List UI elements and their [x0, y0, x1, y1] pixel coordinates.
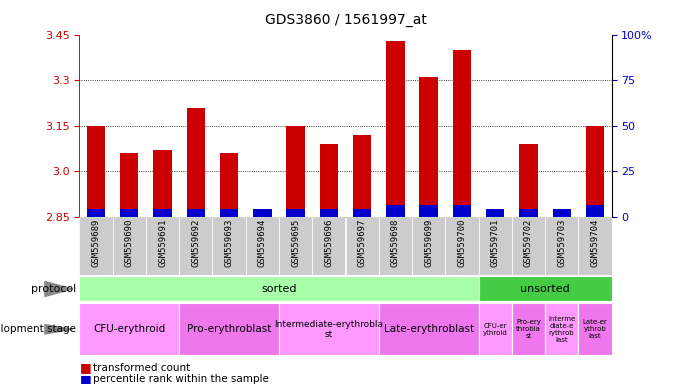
Text: development stage: development stage [0, 324, 76, 334]
Bar [545, 217, 578, 275]
Bar [578, 217, 612, 275]
Bar [312, 217, 346, 275]
Bar [120, 209, 138, 217]
Bar [478, 217, 512, 275]
Text: GSM559702: GSM559702 [524, 219, 533, 267]
Bar [553, 209, 571, 217]
Bar [113, 217, 146, 275]
Bar [586, 205, 604, 217]
Bar [586, 126, 604, 217]
Text: ■: ■ [79, 361, 91, 374]
Bar [220, 209, 238, 217]
Bar [146, 217, 179, 275]
Bar [212, 217, 246, 275]
Text: GSM559703: GSM559703 [557, 219, 566, 267]
Text: GSM559689: GSM559689 [92, 219, 101, 267]
Text: GSM559698: GSM559698 [391, 219, 400, 267]
Bar [379, 217, 412, 275]
Bar [79, 276, 478, 301]
Bar [187, 209, 205, 217]
Bar [486, 209, 504, 217]
Bar [179, 217, 212, 275]
Text: ■: ■ [79, 373, 91, 384]
Bar [320, 144, 338, 217]
Text: GSM559692: GSM559692 [191, 219, 200, 267]
Bar [346, 217, 379, 275]
Bar [386, 205, 404, 217]
Text: Pro-ery
throbla
st: Pro-ery throbla st [516, 319, 541, 339]
Text: GSM559704: GSM559704 [590, 219, 599, 267]
Text: GSM559695: GSM559695 [291, 219, 300, 267]
Text: GSM559690: GSM559690 [125, 219, 134, 267]
Text: percentile rank within the sample: percentile rank within the sample [93, 374, 269, 384]
Text: Late-erythroblast: Late-erythroblast [384, 324, 474, 334]
Bar [478, 276, 612, 301]
Bar [279, 217, 312, 275]
Text: GSM559696: GSM559696 [324, 219, 333, 267]
Text: GSM559691: GSM559691 [158, 219, 167, 267]
Text: GSM559694: GSM559694 [258, 219, 267, 267]
Bar [253, 209, 272, 217]
Bar [246, 217, 279, 275]
Text: protocol: protocol [31, 284, 76, 294]
Text: sorted: sorted [261, 284, 296, 294]
Text: GSM559697: GSM559697 [358, 219, 367, 267]
Bar [320, 209, 338, 217]
Bar [445, 217, 478, 275]
Text: CFU-erythroid: CFU-erythroid [93, 324, 165, 334]
Text: Late-er
ythrob
last: Late-er ythrob last [583, 319, 607, 339]
Bar [187, 108, 205, 217]
Text: GSM559693: GSM559693 [225, 219, 234, 267]
Bar [120, 153, 138, 217]
Bar [353, 135, 371, 217]
Bar [553, 209, 571, 217]
Bar [287, 126, 305, 217]
Bar [512, 303, 545, 355]
Text: Pro-erythroblast: Pro-erythroblast [187, 324, 272, 334]
Text: transformed count: transformed count [93, 363, 191, 373]
Bar [353, 209, 371, 217]
Bar [287, 209, 305, 217]
Bar [79, 217, 113, 275]
Bar [519, 144, 538, 217]
Bar [412, 217, 445, 275]
Text: GSM559700: GSM559700 [457, 219, 466, 267]
Bar [153, 150, 172, 217]
Bar [578, 303, 612, 355]
Bar [419, 205, 438, 217]
Bar [253, 209, 272, 217]
Polygon shape [45, 324, 73, 334]
Bar [87, 209, 105, 217]
Bar [486, 209, 504, 217]
Bar [519, 209, 538, 217]
Text: GSM559699: GSM559699 [424, 219, 433, 267]
Polygon shape [45, 281, 73, 296]
Bar [512, 217, 545, 275]
Text: GSM559701: GSM559701 [491, 219, 500, 267]
Text: unsorted: unsorted [520, 284, 570, 294]
Bar [179, 303, 279, 355]
Text: GDS3860 / 1561997_at: GDS3860 / 1561997_at [265, 13, 426, 27]
Text: Intermediate-erythrobla
st: Intermediate-erythrobla st [274, 319, 384, 339]
Bar [419, 77, 438, 217]
Bar [453, 50, 471, 217]
Bar [153, 209, 172, 217]
Bar [545, 303, 578, 355]
Bar [478, 303, 512, 355]
Bar [279, 303, 379, 355]
Bar [220, 153, 238, 217]
Bar [379, 303, 478, 355]
Bar [79, 303, 179, 355]
Bar [453, 205, 471, 217]
Text: Interme
diate-e
rythrob
last: Interme diate-e rythrob last [548, 316, 576, 343]
Bar [386, 41, 404, 217]
Bar [87, 126, 105, 217]
Text: CFU-er
ythroid: CFU-er ythroid [483, 323, 507, 336]
